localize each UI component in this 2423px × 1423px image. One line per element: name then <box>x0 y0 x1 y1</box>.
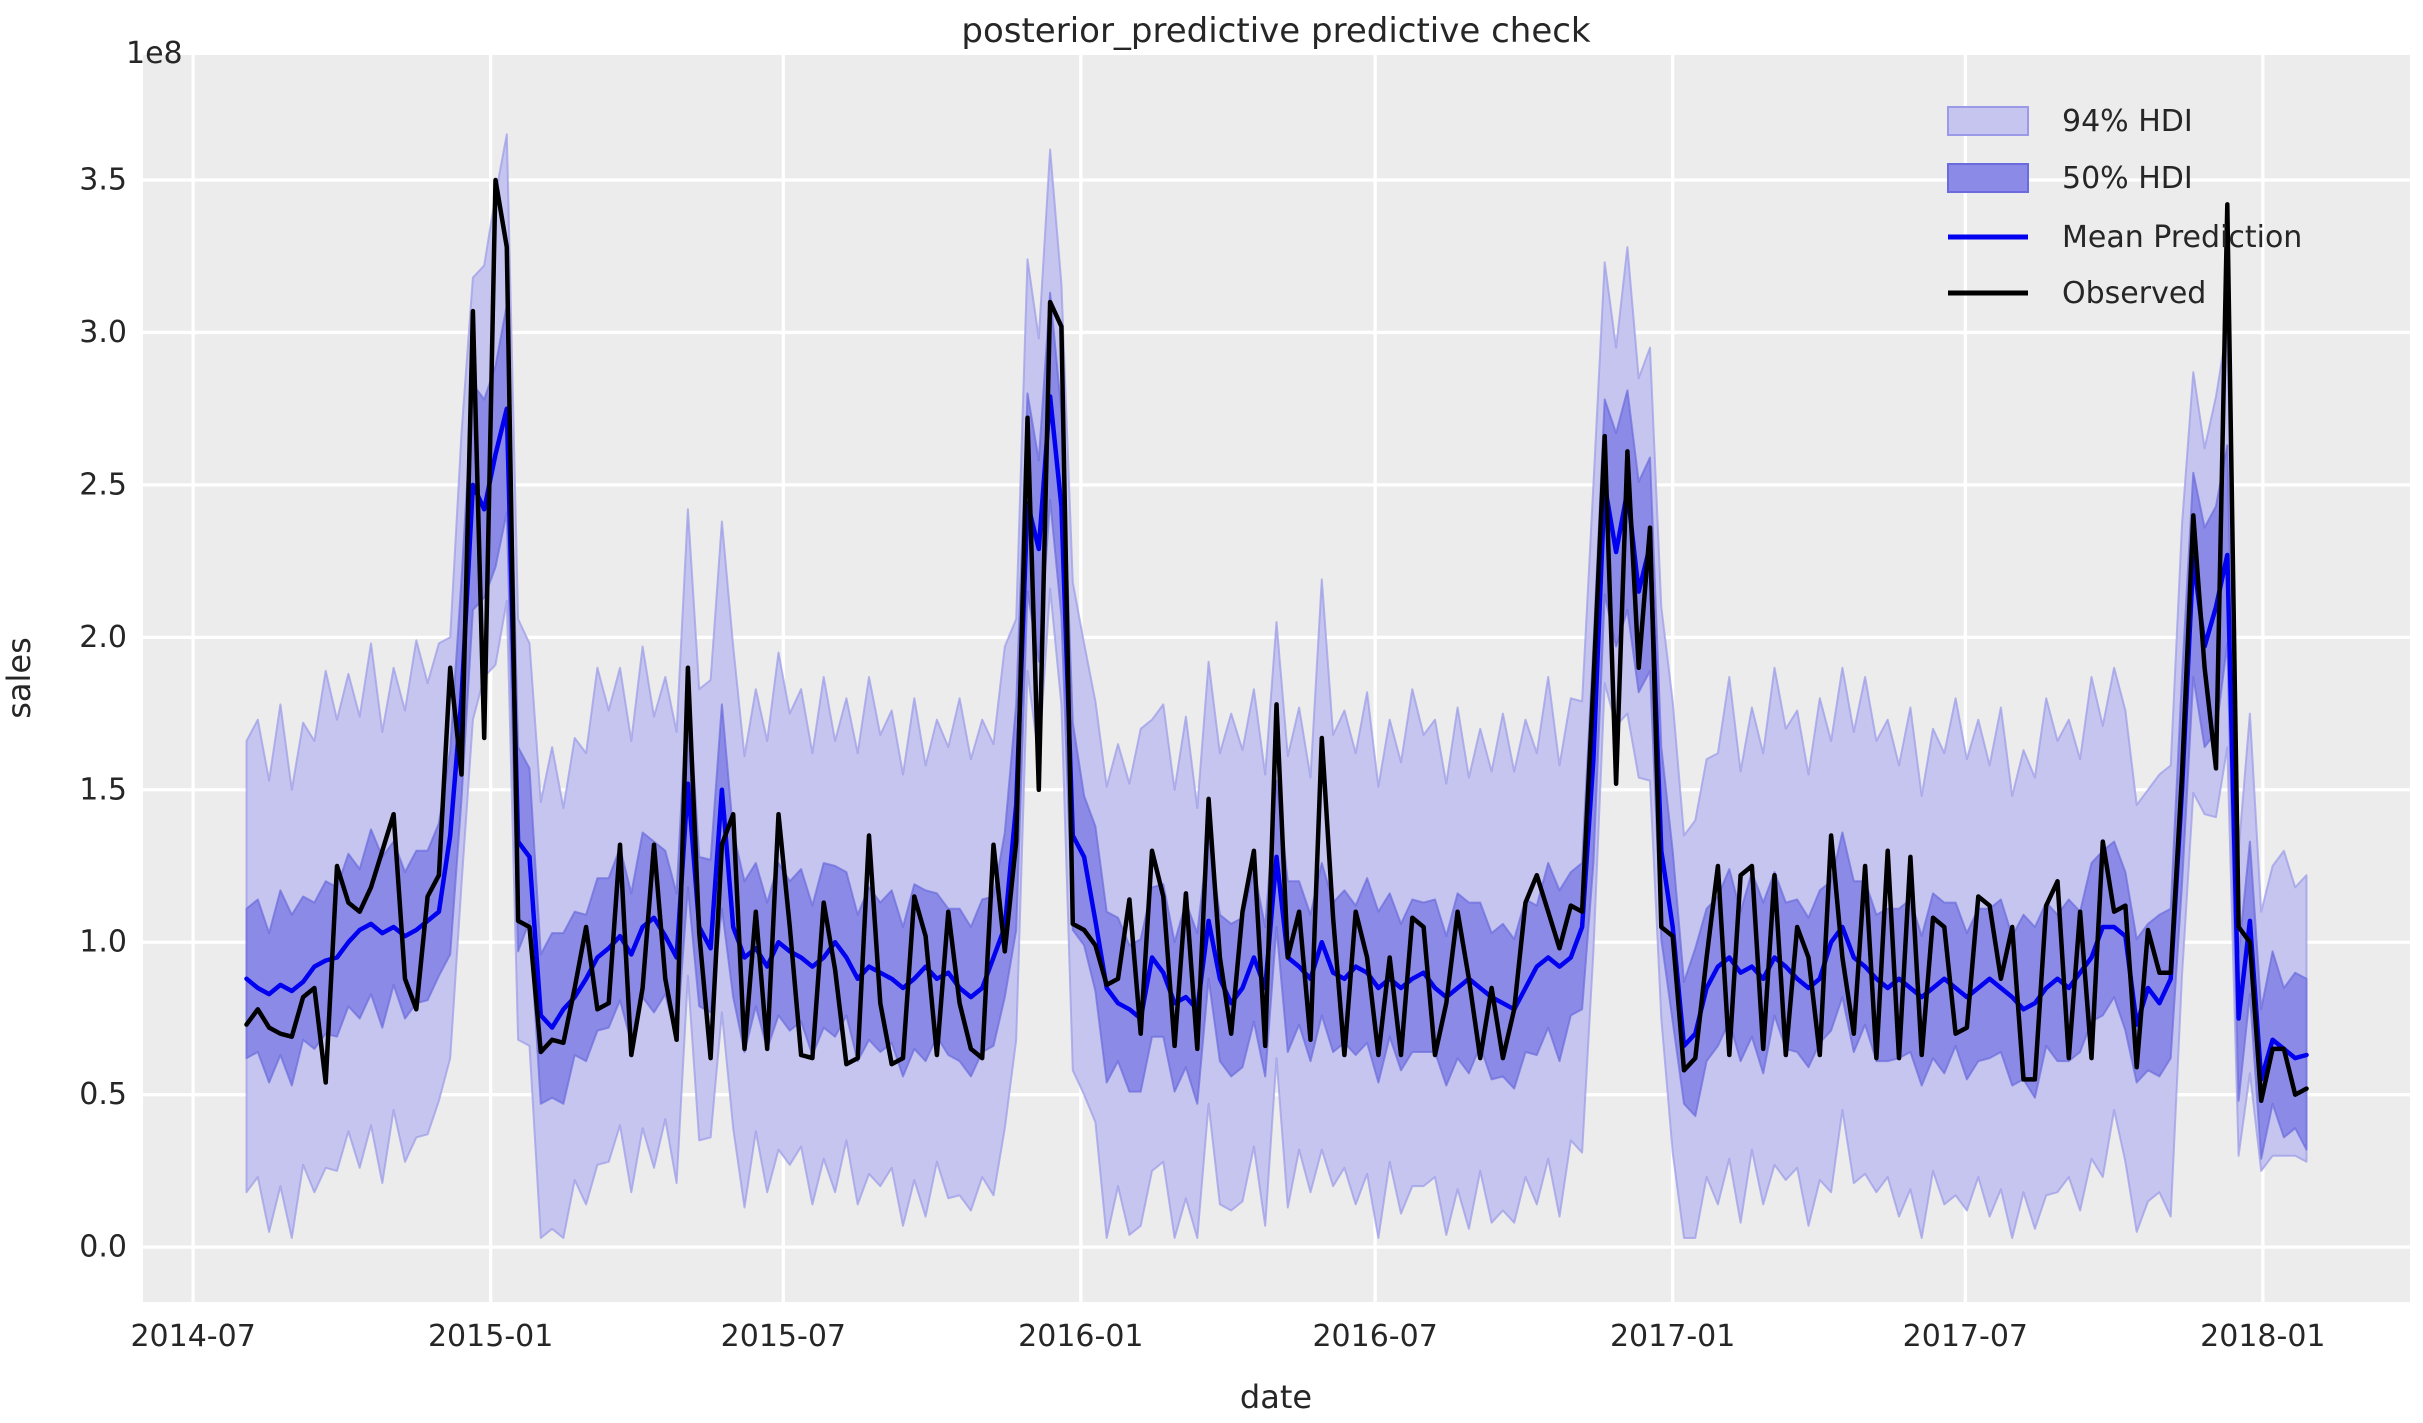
legend-mean-prediction-label: Mean Prediction <box>2062 220 2302 255</box>
legend-50-hdi-label: 50% HDI <box>2062 161 2193 196</box>
x-tick-label-2017-07: 2017-07 <box>1903 1319 2028 1354</box>
legend: 94% HDI 50% HDI Mean Prediction Observed <box>1947 104 2302 311</box>
hdi50-band <box>245 291 2308 1160</box>
x-axis-label: date <box>1240 1378 1312 1416</box>
legend-94-hdi-label: 94% HDI <box>2062 104 2193 139</box>
chart-title: posterior_predictive predictive check <box>961 11 1591 51</box>
x-tick-label-2016-01: 2016-01 <box>1018 1319 1143 1354</box>
x-tick-label-2015-01: 2015-01 <box>428 1319 553 1354</box>
x-tick-label-2015-07: 2015-07 <box>721 1319 846 1354</box>
y-tick-label-2.5: 2.5 <box>79 467 127 502</box>
legend-94-hdi-patch <box>1947 106 2029 136</box>
y-tick-label-2.0: 2.0 <box>79 620 127 655</box>
legend-observed-label: Observed <box>2062 276 2206 311</box>
y-tick-label-3.0: 3.0 <box>79 315 127 350</box>
y-tick-label-1.0: 1.0 <box>79 925 127 960</box>
y-tick-label-0.5: 0.5 <box>79 1077 127 1112</box>
y-tick-label-1.5: 1.5 <box>79 772 127 807</box>
x-tick-label-2016-07: 2016-07 <box>1312 1319 1437 1354</box>
mean-prediction-line <box>244 394 2309 1082</box>
y-axis-label: sales <box>0 637 38 719</box>
y-tick-label-0.0: 0.0 <box>79 1230 127 1265</box>
legend-50-hdi-patch <box>1947 163 2029 193</box>
y-tick-label-3.5: 3.5 <box>79 163 127 198</box>
y-axis-offset-text: 1e8 <box>126 36 183 71</box>
axes-area: 0.0 0.5 1.0 1.5 2.0 2.5 3.0 3.5 2014-07 2015-01 20… <box>79 55 2410 1354</box>
x-tick-label-2017-01: 2017-01 <box>1610 1319 1735 1354</box>
x-tick-label-2018-01: 2018-01 <box>2200 1319 2325 1354</box>
x-tick-label-2014-07: 2014-07 <box>130 1319 255 1354</box>
observed-line <box>244 177 2309 1104</box>
